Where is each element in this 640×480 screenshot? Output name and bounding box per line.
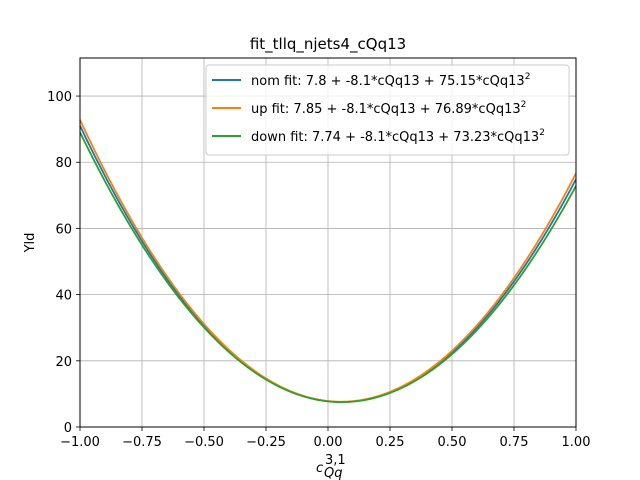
y-tick-label: 100 <box>47 90 72 105</box>
legend-label-down-sup: 2 <box>539 128 545 138</box>
x-tick-label: 0.00 <box>314 435 343 450</box>
legend-label-nom-sup: 2 <box>525 72 531 82</box>
legend-label-up-sup: 2 <box>521 100 527 110</box>
y-tick-label: 40 <box>55 289 72 304</box>
y-tick-label: 80 <box>55 156 72 171</box>
x-axis-label-base: c <box>316 461 323 476</box>
y-tick-label: 60 <box>55 222 72 237</box>
x-tick-label: −1.00 <box>60 435 100 450</box>
x-axis-label-subscript: Qq <box>324 466 342 480</box>
legend-label-up-text: up fit: 7.85 + -8.1*cQq13 + 76.89*cQq13 <box>251 102 521 117</box>
x-tick-label: −0.50 <box>184 435 224 450</box>
legend: nom fit: 7.8 + -8.1*cQq13 + 75.15*cQq132… <box>205 64 570 156</box>
legend-label-down-text: down fit: 7.74 + -8.1*cQq13 + 73.23*cQq1… <box>251 130 539 145</box>
x-tick-label: −0.25 <box>246 435 286 450</box>
x-axis-label: c 3,1 Qq <box>316 453 346 480</box>
x-tick-label: 0.75 <box>500 435 529 450</box>
x-tick-label: −0.75 <box>122 435 162 450</box>
series-line-down <box>79 131 577 404</box>
legend-label-nom-text: nom fit: 7.8 + -8.1*cQq13 + 75.15*cQq13 <box>251 74 525 89</box>
legend-label-up: up fit: 7.85 + -8.1*cQq13 + 76.89*cQq132 <box>251 100 526 117</box>
legend-label-down: down fit: 7.74 + -8.1*cQq13 + 73.23*cQq1… <box>251 128 545 145</box>
series-lines <box>79 119 577 404</box>
x-axis-label-superscript: 3,1 <box>325 453 346 468</box>
y-tick-label: 20 <box>55 355 72 370</box>
axis-ticks: −1.00 −0.75 −0.50 −0.25 0.00 0.25 0.50 0.75 1.00… <box>47 90 590 450</box>
x-tick-label: 0.50 <box>438 435 467 450</box>
x-tick-label: 1.00 <box>562 435 591 450</box>
legend-box <box>205 64 570 156</box>
legend-label-nom: nom fit: 7.8 + -8.1*cQq13 + 75.15*cQq132 <box>251 72 530 89</box>
x-tick-label: 0.25 <box>376 435 405 450</box>
y-tick-label: 0 <box>64 421 72 436</box>
chart-title: fit_tllq_njets4_cQq13 <box>250 35 406 54</box>
y-axis-label: Yld <box>23 233 38 254</box>
